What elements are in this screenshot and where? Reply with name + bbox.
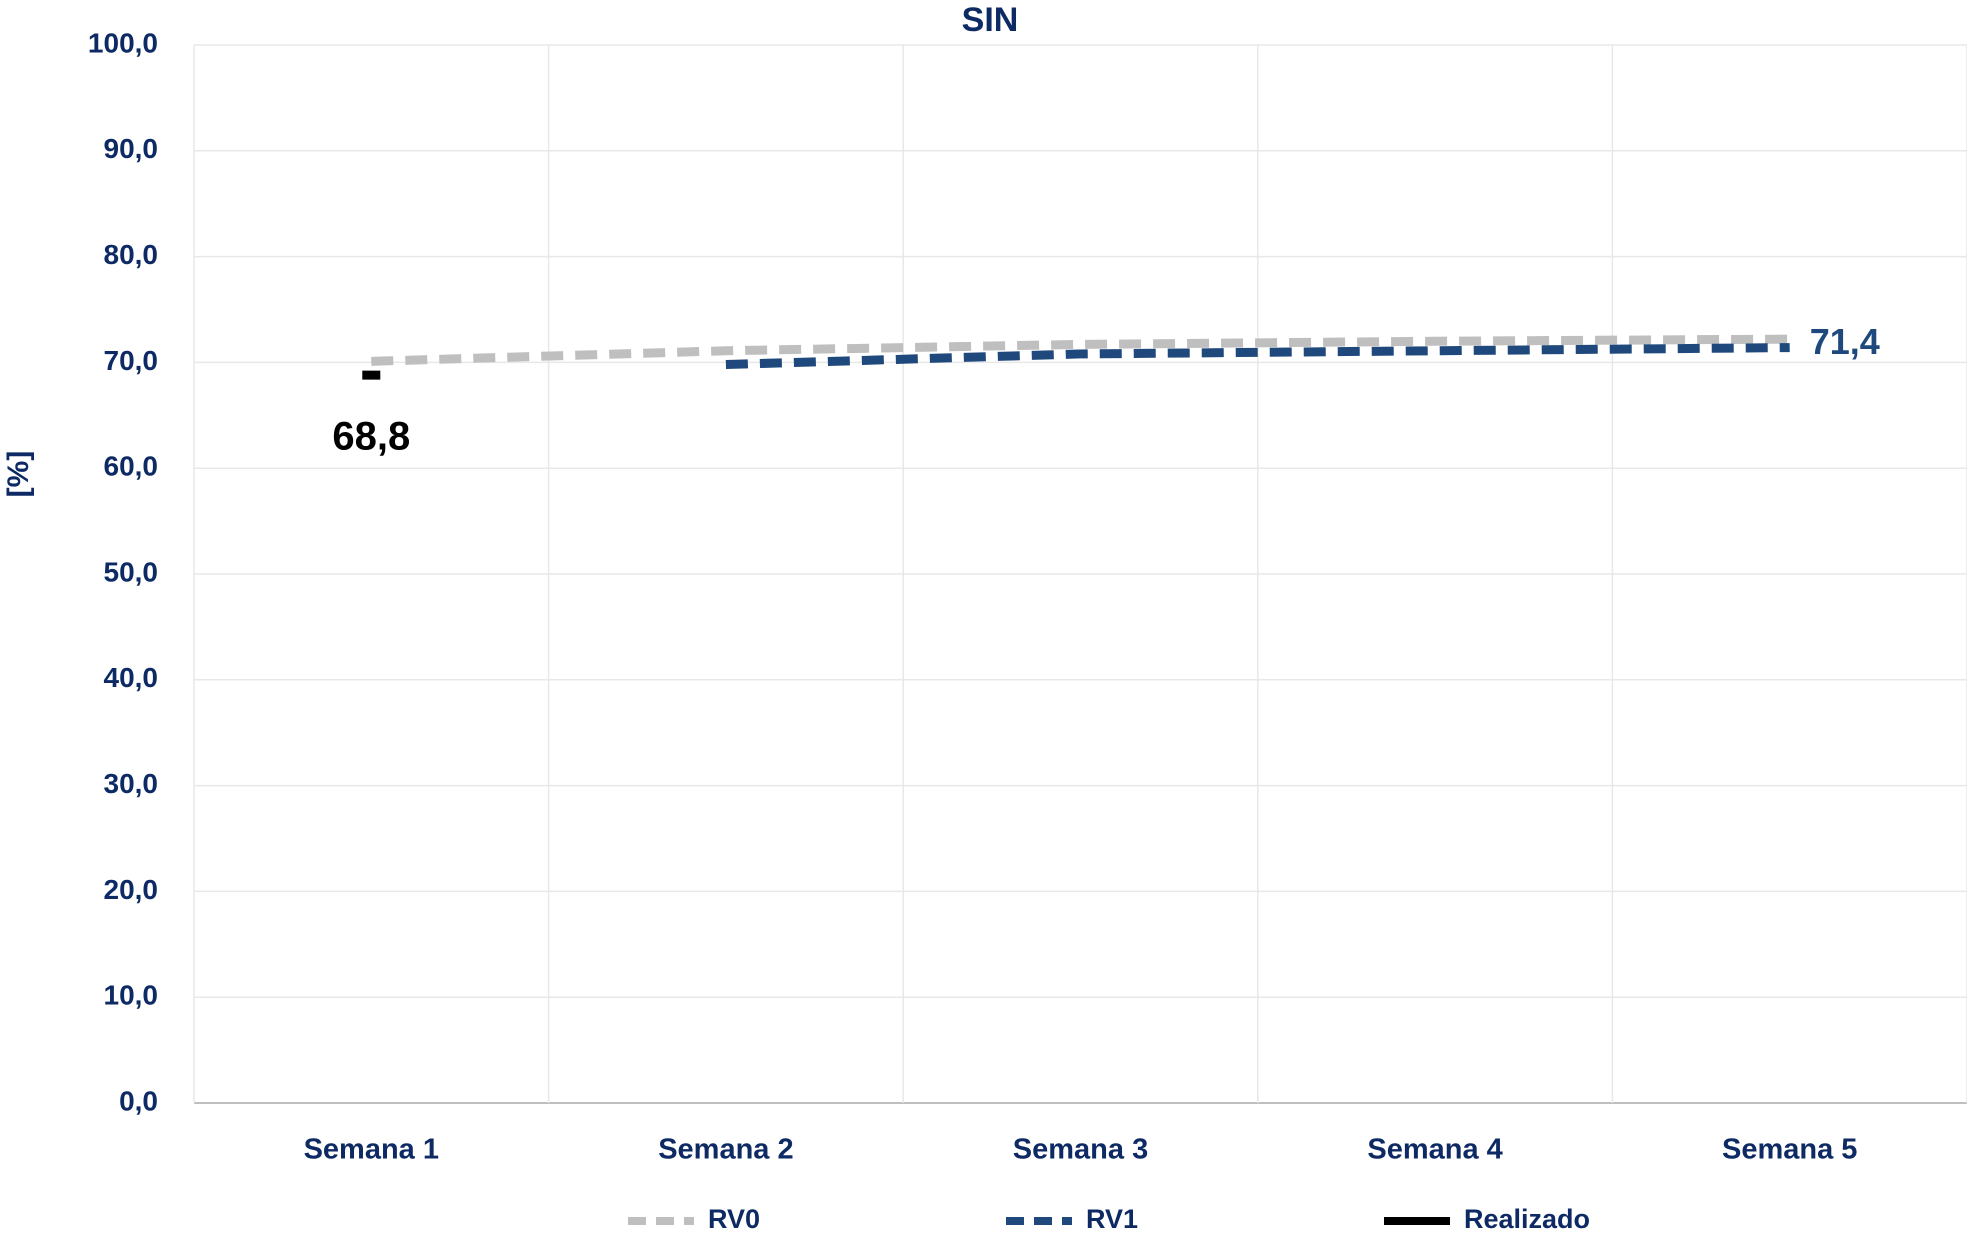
y-tick-label: 50,0 bbox=[104, 556, 159, 587]
y-axis-label: [%] bbox=[2, 451, 35, 498]
x-tick-label: Semana 1 bbox=[304, 1134, 439, 1166]
y-tick-label: 0,0 bbox=[119, 1085, 158, 1116]
y-tick-label: 70,0 bbox=[104, 345, 159, 376]
x-tick-label: Semana 3 bbox=[1013, 1134, 1148, 1166]
legend-label: RV0 bbox=[708, 1204, 760, 1234]
y-tick-label: 90,0 bbox=[104, 133, 159, 164]
y-tick-label: 100,0 bbox=[88, 27, 158, 58]
y-tick-label: 60,0 bbox=[104, 451, 159, 482]
legend-label: RV1 bbox=[1086, 1204, 1138, 1234]
y-tick-label: 30,0 bbox=[104, 768, 159, 799]
y-tick-label: 20,0 bbox=[104, 874, 159, 905]
data-label: 71,4 bbox=[1810, 321, 1880, 362]
x-tick-label: Semana 5 bbox=[1722, 1134, 1857, 1166]
x-tick-label: Semana 2 bbox=[658, 1134, 793, 1166]
x-tick-label: Semana 4 bbox=[1367, 1134, 1502, 1166]
legend-label: Realizado bbox=[1464, 1204, 1590, 1234]
chart-title: SIN bbox=[962, 1, 1019, 39]
line-series bbox=[725, 343, 1790, 370]
data-label: 68,8 bbox=[332, 415, 410, 459]
y-tick-label: 10,0 bbox=[104, 980, 159, 1011]
y-tick-label: 40,0 bbox=[104, 662, 159, 693]
y-tick-label: 80,0 bbox=[104, 239, 159, 270]
